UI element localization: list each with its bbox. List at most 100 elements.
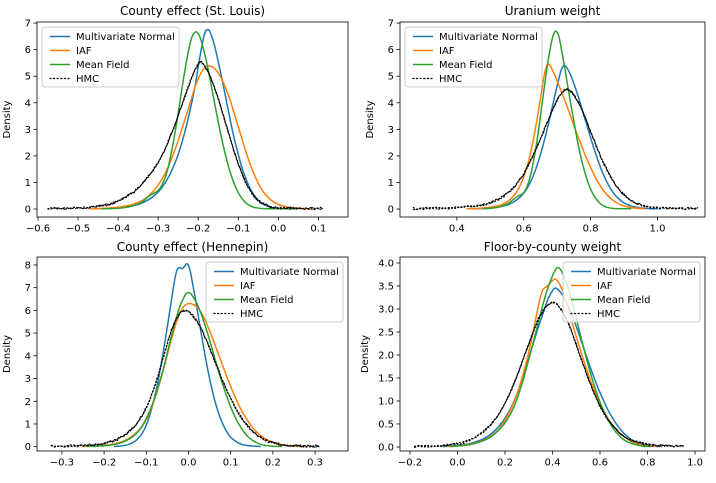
x-tick-label: 0.3 xyxy=(307,458,323,469)
series-line-hmc xyxy=(50,309,320,448)
y-tick-label: 2.0 xyxy=(378,350,394,361)
y-tick-label: 0 xyxy=(25,205,31,216)
axes-spines xyxy=(36,21,349,218)
y-tick-label: 5 xyxy=(25,72,31,83)
y-tick-label: 3 xyxy=(25,374,31,385)
legend: Multivariate Normal IAF Mean Field HMC xyxy=(404,26,543,88)
y-tick-label: 1 xyxy=(388,178,394,189)
y-tick-label: 4 xyxy=(25,351,31,362)
x-tick-label: 0.0 xyxy=(450,458,466,469)
series-line-mean-field xyxy=(101,31,296,210)
legend-label: IAF xyxy=(439,46,455,57)
y-tick-label: 3 xyxy=(388,125,394,136)
y-tick-label: 7 xyxy=(25,283,31,294)
y-tick-label: 3 xyxy=(25,125,31,136)
series-line-hmc xyxy=(412,88,699,211)
x-tick-label: 0.4 xyxy=(449,224,465,235)
y-tick-label: 4 xyxy=(388,98,394,109)
density-chart-svg: −0.6 −0.5 −0.4 −0.3 −0.2 −0.1 0.0 0.1 0 1 2 3 4 5 6 7 De… xyxy=(2,19,349,235)
subplot-floor-by-county-weight: Floor-by-county weight −0.2 0.0 0.2 0.4 0.6 0… xyxy=(358,240,716,479)
legend-label: Multivariate Normal xyxy=(240,267,339,278)
legend-frame xyxy=(404,26,543,88)
y-axis-label: Density xyxy=(2,335,13,373)
y-tick-label: 6 xyxy=(388,45,394,56)
y-tick-label: 6 xyxy=(25,306,31,317)
series-line-hmc xyxy=(50,309,320,448)
subplot-county-effect-hennepin: County effect (Hennepin) −0.3 −0.2 −0.1 0.0… xyxy=(0,240,358,479)
x-tick-label: −0.2 xyxy=(398,458,422,469)
y-tick-label: 1.0 xyxy=(378,396,394,407)
density-chart-svg: −0.3 −0.2 −0.1 0.0 0.1 0.2 0.3 0 1 2 3 4 5 6 7 8 Density… xyxy=(2,256,349,469)
x-tick-label: 0.8 xyxy=(640,458,656,469)
y-tick-label: 2.5 xyxy=(378,327,394,338)
y-tick-label: 4.0 xyxy=(378,258,394,269)
y-tick-label: 3.0 xyxy=(378,304,394,315)
y-tick-label: 7 xyxy=(388,19,394,30)
x-tick-label: 0.0 xyxy=(270,224,286,235)
legend-frame xyxy=(41,26,180,88)
legend-frame xyxy=(562,261,701,323)
series-line-hmc xyxy=(414,302,684,448)
legend-label: Multivariate Normal xyxy=(76,32,175,43)
legend-label: IAF xyxy=(597,281,613,292)
legend-label: Mean Field xyxy=(597,295,651,306)
legend: Multivariate Normal IAF Mean Field HMC xyxy=(41,26,180,88)
chart-canvas: −0.6 −0.5 −0.4 −0.3 −0.2 −0.1 0.0 0.1 0 1 2 3 4 5 6 7 De… xyxy=(0,0,358,244)
chart-title: County effect (St. Louis) xyxy=(119,4,266,18)
series-line-multivariate-normal xyxy=(113,263,261,448)
y-tick-label: 1.5 xyxy=(378,373,394,384)
x-tick-label: −0.5 xyxy=(66,224,90,235)
y-axis-label: Density xyxy=(2,100,13,138)
legend-label: Mean Field xyxy=(76,60,130,71)
y-tick-label: 8 xyxy=(25,260,31,271)
y-tick-label: 4 xyxy=(25,98,31,109)
series-line-mean-field xyxy=(482,30,632,210)
x-tick-label: 0.8 xyxy=(583,224,599,235)
x-tick-label: −0.6 xyxy=(26,224,50,235)
x-tick-label: 0.1 xyxy=(310,224,326,235)
x-tick-label: 0.2 xyxy=(265,458,281,469)
chart-title: Floor-by-county weight xyxy=(483,240,622,254)
legend: Multivariate Normal IAF Mean Field HMC xyxy=(205,261,344,323)
series-line-hmc xyxy=(412,88,699,211)
x-tick-label: 1.0 xyxy=(650,224,666,235)
chart-title: County effect (Hennepin) xyxy=(116,240,269,254)
series-line-hmc xyxy=(50,310,320,448)
series-line-multivariate-normal xyxy=(472,64,659,210)
y-tick-label: 0 xyxy=(388,205,394,216)
legend-label: HMC xyxy=(439,74,462,85)
series-line-iaf xyxy=(466,63,645,210)
legend-label: IAF xyxy=(76,46,92,57)
x-tick-label: 0.6 xyxy=(592,458,608,469)
y-tick-label: 2 xyxy=(25,397,31,408)
axes-spines xyxy=(36,256,349,452)
x-tick-label: −0.4 xyxy=(106,224,130,235)
y-tick-label: 2 xyxy=(25,151,31,162)
y-tick-label: 6 xyxy=(25,45,31,56)
series-line-hmc xyxy=(412,88,699,211)
y-tick-label: 0.5 xyxy=(378,419,394,430)
x-tick-label: −0.2 xyxy=(92,458,116,469)
legend-frame xyxy=(205,261,344,323)
x-tick-label: −0.3 xyxy=(50,458,74,469)
x-tick-label: 0.0 xyxy=(181,458,197,469)
x-tick-label: −0.1 xyxy=(226,224,250,235)
y-tick-label: 0 xyxy=(25,442,31,453)
x-tick-label: 1.0 xyxy=(687,458,703,469)
legend-label: Mean Field xyxy=(439,60,493,71)
chart-canvas: −0.3 −0.2 −0.1 0.0 0.1 0.2 0.3 0 1 2 3 4 5 6 7 8 Density… xyxy=(0,240,358,483)
y-tick-label: 2 xyxy=(388,151,394,162)
legend-label: HMC xyxy=(240,309,263,320)
y-tick-label: 0.0 xyxy=(378,442,394,453)
series-line-iaf xyxy=(89,65,312,210)
chart-canvas: 0.4 0.6 0.8 1.0 0 1 2 3 4 5 6 7 Density Multivariate … xyxy=(358,0,716,244)
legend-label: HMC xyxy=(597,309,620,320)
x-tick-label: 0.6 xyxy=(516,224,532,235)
series-line-mean-field xyxy=(449,266,651,448)
legend-label: IAF xyxy=(240,281,256,292)
y-tick-label: 1 xyxy=(25,178,31,189)
chart-title: Uranium weight xyxy=(504,4,601,18)
y-tick-label: 1 xyxy=(25,419,31,430)
series-line-hmc xyxy=(414,300,684,449)
